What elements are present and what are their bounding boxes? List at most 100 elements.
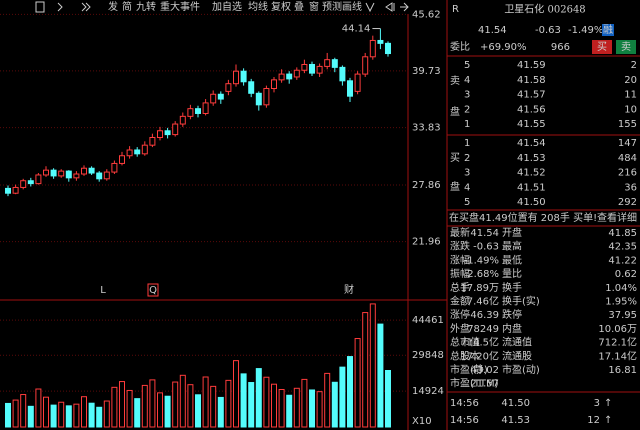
buy-button[interactable]: 买	[597, 41, 607, 53]
volume-bar	[73, 403, 80, 428]
volume-bar	[331, 381, 338, 428]
volume-bar	[111, 386, 118, 428]
stat-value: -1.49%	[464, 255, 499, 266]
toolbar-button[interactable]: 加自选	[212, 0, 242, 13]
toolbar-button[interactable]: 简	[122, 0, 132, 13]
stat-label: 流通值	[502, 336, 532, 349]
change: -0.63	[535, 25, 561, 36]
candle-body	[126, 149, 133, 157]
volume-bar	[88, 402, 95, 428]
sell-button-box[interactable]	[616, 40, 636, 54]
icon[interactable]	[57, 2, 63, 12]
candle-body	[50, 169, 57, 177]
candle-body	[240, 70, 247, 83]
buy-button-box[interactable]	[592, 40, 612, 54]
volume-unit: X10	[412, 416, 432, 427]
volume-bar	[164, 395, 171, 428]
side-label: 盘	[450, 105, 460, 118]
volume-bar	[217, 396, 224, 428]
change-pct: -1.49%	[568, 25, 603, 36]
volume-bar	[301, 378, 308, 428]
candle-body	[202, 102, 209, 114]
level: 1	[464, 138, 470, 149]
event-marker[interactable]: Q	[149, 285, 157, 296]
toolbar-button[interactable]: 重大事件	[160, 0, 200, 13]
stat-value: -0.63	[473, 242, 499, 253]
volume-bar	[233, 360, 239, 428]
order-volume: 155	[618, 119, 637, 130]
candle-body	[149, 136, 156, 146]
stat-label: 金额	[450, 295, 470, 308]
order-price: 41.58	[517, 75, 546, 86]
stat-value: 37.95	[608, 310, 637, 321]
event-marker[interactable]: L	[100, 285, 106, 296]
toolbar-button[interactable]: 九转	[136, 0, 156, 13]
toolbar-button[interactable]: 窗	[309, 0, 319, 13]
level: 2	[464, 104, 470, 115]
stat-label: 开盘	[502, 226, 522, 239]
tick-time: 14:56	[450, 415, 479, 426]
toolbar-button[interactable]: 画线	[342, 0, 362, 13]
candle-body	[301, 63, 308, 71]
candle-body	[369, 39, 376, 58]
volume-bar	[240, 373, 247, 428]
icon[interactable]	[400, 2, 409, 12]
stat-value: 41.85	[608, 228, 637, 239]
volume-bar	[43, 396, 49, 428]
stat-value: 43.02	[470, 365, 499, 376]
toolbar-button[interactable]: 预测	[322, 0, 342, 13]
candle-body	[111, 162, 118, 173]
tick-arrow: ↑	[604, 415, 612, 426]
candle-body	[103, 171, 110, 180]
event-marker[interactable]: 财	[344, 283, 354, 296]
stat-value: 17.20亿	[460, 349, 499, 362]
candle-body	[331, 59, 338, 68]
volume-bar	[157, 392, 163, 428]
icon[interactable]	[385, 2, 395, 12]
candle-body	[119, 155, 125, 164]
candle-body	[347, 80, 353, 97]
stat-label: 流通股	[502, 349, 532, 362]
order-volume: 20	[624, 75, 637, 86]
order-price: 41.54	[517, 138, 546, 149]
toolbar-button[interactable]: 复权	[271, 0, 291, 13]
toolbar-button[interactable]: 叠	[294, 1, 304, 13]
level: 2	[464, 153, 470, 164]
volume-bar	[339, 366, 346, 428]
icon[interactable]	[365, 2, 375, 13]
level: 4	[464, 75, 470, 86]
toolbar-button[interactable]: 均线	[248, 0, 268, 13]
order-price: 41.56	[517, 104, 546, 115]
stat-label: 涨跌	[450, 240, 470, 253]
candle-body	[217, 93, 224, 100]
icon[interactable]	[35, 1, 45, 13]
order-price: 41.59	[517, 60, 546, 71]
stat-value: 42.35	[608, 242, 637, 253]
icon[interactable]	[81, 2, 91, 12]
tick-price: 41.53	[501, 415, 530, 426]
tick-price: 41.50	[501, 398, 530, 409]
volume-bar	[362, 312, 369, 428]
candle-body	[286, 73, 293, 80]
volume-bar	[5, 402, 11, 428]
candle-body	[12, 186, 19, 194]
order-price: 41.52	[517, 168, 546, 179]
stat-label: 最新	[450, 226, 470, 239]
candle-body	[43, 169, 49, 176]
candle-body	[5, 187, 11, 194]
volume-bar	[35, 388, 42, 428]
detail-link[interactable]: 查看详细	[597, 211, 637, 224]
candle-body	[339, 66, 346, 82]
volume-bar	[248, 382, 255, 428]
candle-body	[88, 167, 95, 174]
candle-body	[58, 170, 65, 177]
toolbar-button[interactable]: 发	[108, 0, 118, 13]
stat-label: 总股本	[450, 349, 480, 362]
stat-value: 17.89万	[460, 283, 499, 294]
volume-bar	[271, 383, 277, 428]
last-price: 41.54	[478, 25, 507, 36]
sell-button[interactable]: 卖	[621, 41, 631, 53]
volume-bar	[255, 368, 262, 428]
candle-body	[134, 149, 141, 155]
order-price: 41.57	[517, 90, 546, 101]
